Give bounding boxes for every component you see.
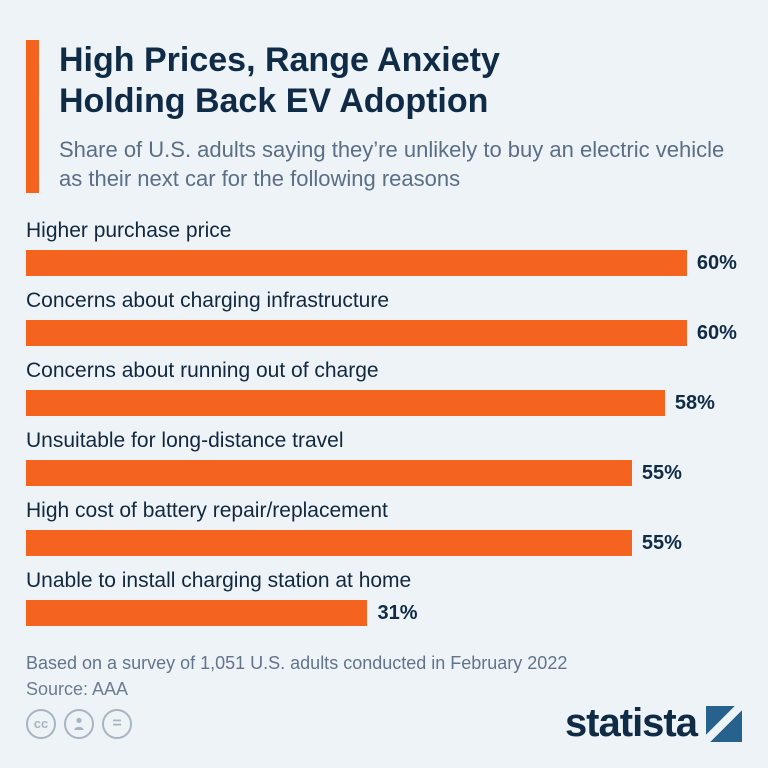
bar-label: Higher purchase price <box>26 219 232 242</box>
statista-logo: statista <box>565 701 742 746</box>
statista-logo-mark <box>706 705 742 742</box>
bar-line: 55% <box>26 530 742 556</box>
bar-line: 31% <box>26 600 742 626</box>
title-line-1: High Prices, Range Anxiety <box>59 41 500 79</box>
bar-line: 60% <box>26 320 742 346</box>
bar-line: 58% <box>26 390 742 416</box>
footer: Based on a survey of 1,051 U.S. adults c… <box>26 653 742 700</box>
cc-icon-glyph: cc <box>33 716 49 731</box>
bar-row: Concerns about charging infrastructure 60… <box>26 289 742 346</box>
bar-label: Unsuitable for long-distance travel <box>26 429 344 452</box>
bar <box>26 250 687 276</box>
accent-bar <box>26 40 39 193</box>
survey-note: Based on a survey of 1,051 U.S. adults c… <box>26 653 568 673</box>
bar-value: 60% <box>696 251 737 274</box>
bar-value: 60% <box>696 321 737 344</box>
bar-chart: Higher purchase price 60% Concerns about c… <box>26 219 742 639</box>
header-text: High Prices, Range Anxiety Holding Back E… <box>59 40 742 193</box>
bar-label: Concerns about running out of charge <box>26 359 379 382</box>
bar-value: 55% <box>641 461 682 484</box>
bar <box>26 390 665 416</box>
bottom-bar: cc = statista <box>26 701 742 746</box>
bar-rows: Higher purchase price 60% Concerns about c… <box>26 219 742 626</box>
bar <box>26 320 687 346</box>
bar-line: 60% <box>26 250 742 276</box>
bar <box>26 530 632 556</box>
bar-row: Unable to install charging station at ho… <box>26 569 742 626</box>
bar-label: Unable to install charging station at ho… <box>26 569 412 592</box>
equals-icon[interactable]: = <box>102 708 132 739</box>
statista-wordmark: statista <box>564 701 698 745</box>
license-icons: cc = <box>26 708 132 739</box>
bar-line: 55% <box>26 460 742 486</box>
bar-row: Higher purchase price 60% <box>26 219 742 276</box>
bar-value: 58% <box>674 391 715 414</box>
bar-row: Unsuitable for long-distance travel 55% <box>26 429 742 486</box>
bar-row: Concerns about running out of charge 58% <box>26 359 742 416</box>
header: High Prices, Range Anxiety Holding Back E… <box>26 40 742 193</box>
bar <box>26 600 368 626</box>
cc-icon[interactable]: cc <box>26 708 56 739</box>
bar <box>26 460 632 486</box>
bar-label: Concerns about charging infrastructure <box>26 289 390 312</box>
title-line-2: Holding Back EV Adoption <box>59 82 489 121</box>
page-title: High Prices, Range Anxiety Holding Back E… <box>59 40 742 123</box>
person-icon <box>74 717 84 730</box>
attribution-icon[interactable] <box>64 708 94 739</box>
chart-subtitle: Share of U.S. adults saying they’re unli… <box>59 136 725 191</box>
bar-value: 31% <box>377 601 418 624</box>
bar-value: 55% <box>641 531 682 554</box>
source-note: Source: AAA <box>26 679 129 699</box>
bar-label: High cost of battery repair/replacement <box>26 499 388 522</box>
equals-icon-glyph: = <box>112 714 122 732</box>
bar-row: High cost of battery repair/replacement 5… <box>26 499 742 556</box>
